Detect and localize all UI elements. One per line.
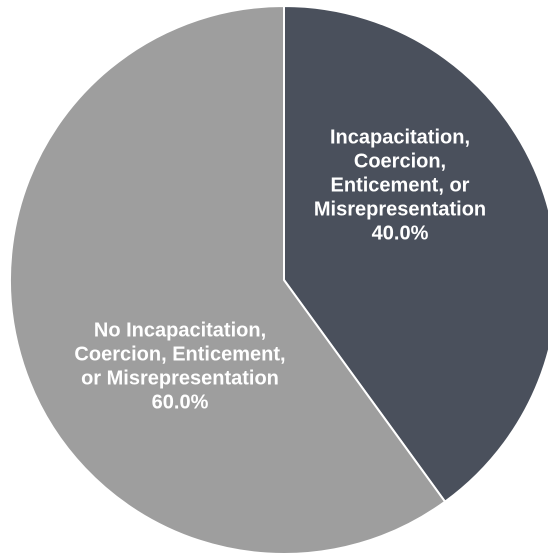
slice-label-1: Incapacitation, Coercion, Enticement, or Mi… bbox=[314, 126, 486, 244]
slice-label-line: Incapacitation, bbox=[330, 126, 470, 148]
pie-slices bbox=[9, 4, 548, 554]
slice-label-line: Misrepresentation bbox=[314, 198, 486, 220]
slice-value-label: 60.0% bbox=[152, 391, 209, 413]
slice-label-line: Coercion, Enticement, bbox=[74, 343, 285, 365]
slice-label-2: No Incapacitation, Coercion, Enticement, o… bbox=[74, 319, 285, 413]
slice-label-line: or Misrepresentation bbox=[81, 367, 279, 389]
slice-label-line: Coercion, bbox=[354, 150, 446, 172]
slice-label-line: No Incapacitation, bbox=[94, 319, 266, 341]
pie-slice-2 bbox=[9, 4, 447, 554]
slice-value-label: 40.0% bbox=[372, 222, 429, 244]
pie-labels: Incapacitation, Coercion, Enticement, or Mi… bbox=[74, 126, 486, 413]
pie-slice-1 bbox=[283, 4, 548, 504]
slice-label-line: Enticement, or bbox=[331, 174, 470, 196]
